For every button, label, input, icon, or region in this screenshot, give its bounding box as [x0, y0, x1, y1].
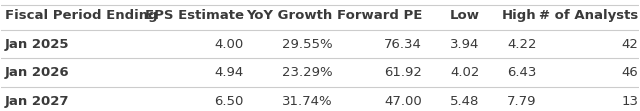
Text: 13: 13 [621, 95, 639, 108]
Text: 47.00: 47.00 [384, 95, 422, 108]
Text: 29.55%: 29.55% [282, 38, 333, 51]
Text: Fiscal Period Ending: Fiscal Period Ending [4, 9, 157, 22]
Text: YoY Growth: YoY Growth [246, 9, 333, 22]
Text: 3.94: 3.94 [450, 38, 479, 51]
Text: 61.92: 61.92 [384, 66, 422, 79]
Text: 4.22: 4.22 [507, 38, 537, 51]
Text: 6.50: 6.50 [214, 95, 244, 108]
Text: Jan 2025: Jan 2025 [4, 38, 69, 51]
Text: 42: 42 [621, 38, 639, 51]
Text: 6.43: 6.43 [508, 66, 537, 79]
Text: 5.48: 5.48 [450, 95, 479, 108]
Text: 23.29%: 23.29% [282, 66, 333, 79]
Text: EPS Estimate: EPS Estimate [145, 9, 244, 22]
Text: 46: 46 [622, 66, 639, 79]
Text: 4.00: 4.00 [214, 38, 244, 51]
Text: High: High [502, 9, 537, 22]
Text: 7.79: 7.79 [507, 95, 537, 108]
Text: Jan 2027: Jan 2027 [4, 95, 69, 108]
Text: Forward PE: Forward PE [337, 9, 422, 22]
Text: 76.34: 76.34 [384, 38, 422, 51]
Text: 31.74%: 31.74% [282, 95, 333, 108]
Text: Low: Low [449, 9, 479, 22]
Text: 4.02: 4.02 [450, 66, 479, 79]
Text: Jan 2026: Jan 2026 [4, 66, 69, 79]
Text: # of Analysts: # of Analysts [540, 9, 639, 22]
Text: 4.94: 4.94 [214, 66, 244, 79]
